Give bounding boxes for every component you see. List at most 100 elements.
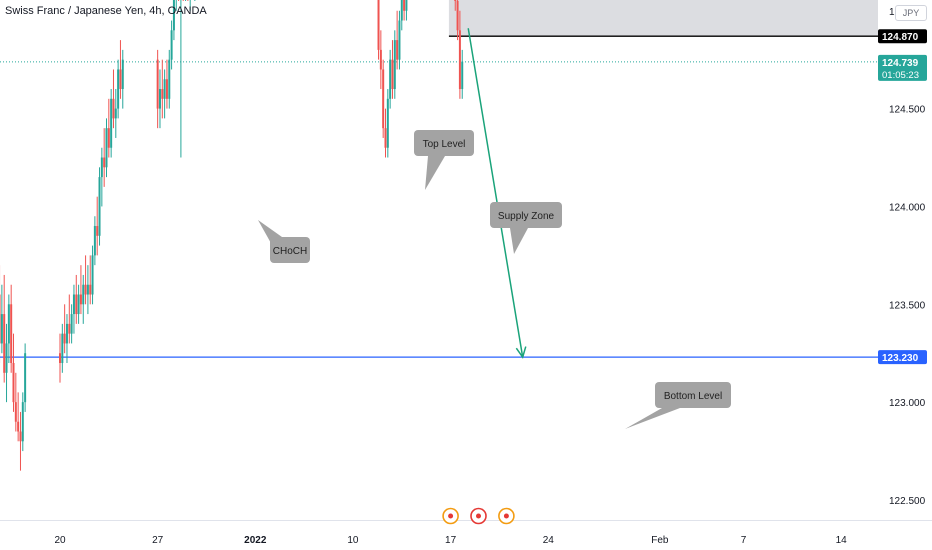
- candle-body: [17, 421, 20, 432]
- candle-body: [82, 284, 85, 305]
- candle-body: [65, 323, 68, 344]
- time-axis-label: 10: [347, 535, 359, 546]
- candle-body: [110, 98, 113, 148]
- candle-body: [61, 333, 64, 364]
- candle-body: [100, 157, 103, 178]
- candle-body: [0, 314, 3, 344]
- candle-body: [393, 40, 396, 90]
- candle-body: [79, 294, 82, 305]
- projection-arrow-head: [515, 346, 527, 359]
- candle-body: [7, 304, 10, 344]
- candle-body: [163, 79, 166, 99]
- price-axis-label: 123.000: [889, 398, 926, 409]
- candle-body: [107, 128, 110, 148]
- candle-body: [377, 0, 380, 50]
- bottom-level-callout-text: Bottom Level: [664, 391, 722, 402]
- supply-zone-callout-text: Supply Zone: [498, 211, 555, 222]
- time-axis-label: 20: [54, 535, 66, 546]
- time-axis-label: Feb: [651, 535, 669, 546]
- time-axis-label: 7: [741, 535, 747, 546]
- candle-body: [103, 157, 106, 168]
- candle-body: [170, 30, 173, 60]
- candle-body: [72, 294, 75, 315]
- candle-body: [77, 294, 80, 315]
- candle-body: [458, 30, 461, 90]
- candle-body: [461, 61, 464, 90]
- candle-body: [156, 59, 159, 109]
- candle-body: [21, 402, 24, 442]
- event-marker-dot: [448, 513, 454, 519]
- candle-body: [59, 353, 61, 364]
- candle-body: [454, 0, 457, 1]
- candle-body: [400, 0, 403, 21]
- bottom-level-callout-box: [655, 382, 731, 408]
- last-price-tag-bg: [878, 54, 927, 81]
- time-axis-label: 27: [152, 535, 164, 546]
- price-axis-label: 123.500: [889, 300, 926, 311]
- candle-body: [86, 284, 89, 295]
- bottom-level-callout: Bottom Level: [625, 382, 731, 429]
- candle-body: [5, 343, 8, 373]
- candle-body: [398, 20, 401, 60]
- candle-body: [19, 431, 22, 442]
- choch-callout-box: [270, 237, 310, 263]
- candle-body: [84, 284, 87, 295]
- currency-badge[interactable]: JPY: [895, 5, 927, 21]
- candle-body: [70, 314, 73, 334]
- price-axis-label: 124.500: [889, 105, 926, 116]
- zone-bottom-tag-label: 124.870: [882, 32, 919, 43]
- candle-body: [403, 0, 406, 11]
- candle-body: [10, 304, 13, 364]
- candle-body: [14, 402, 17, 422]
- time-axis-label: 14: [836, 535, 848, 546]
- projection-arrow-line: [467, 28, 524, 358]
- bottom-level-tag-bg: [878, 350, 927, 365]
- last-price-tag-label: 124.739: [882, 58, 919, 69]
- time-axis-label: 17: [445, 535, 457, 546]
- price-axis-label: 122.500: [889, 496, 926, 507]
- candle-body: [3, 314, 6, 373]
- candle-body: [12, 363, 15, 403]
- candle-body: [93, 226, 96, 256]
- candle-body: [158, 89, 161, 109]
- price-axis-label: 124.000: [889, 202, 926, 213]
- candle-body: [75, 294, 78, 315]
- supply-zone-callout: Supply Zone: [490, 202, 562, 254]
- candle-body: [119, 69, 122, 90]
- candle-body: [121, 59, 124, 90]
- candle-body: [382, 69, 385, 129]
- top-level-callout: Top Level: [414, 130, 474, 190]
- candle-body: [24, 353, 27, 403]
- candle-body: [384, 128, 387, 148]
- candle-body: [391, 59, 394, 90]
- candle-body: [63, 333, 66, 344]
- candle-body: [379, 49, 382, 70]
- bottom-level-tag-label: 123.230: [882, 353, 919, 364]
- last-price-tag-countdown: 01:05:23: [882, 70, 919, 81]
- candle-body: [114, 108, 117, 119]
- bottom-level-callout-pointer: [625, 408, 680, 429]
- supply-zone-rect: [448, 0, 878, 37]
- candle-body: [386, 98, 389, 148]
- zone-bottom-tag-bg: [878, 29, 927, 44]
- candle-body: [165, 79, 168, 99]
- candle-body: [405, 0, 408, 11]
- candle-body: [68, 323, 71, 334]
- top-level-callout-text: Top Level: [423, 139, 466, 150]
- candle-body: [98, 177, 101, 236]
- choch-callout: CHoCH: [258, 220, 310, 263]
- candle-body: [91, 255, 94, 295]
- candle-body: [96, 226, 99, 236]
- choch-callout-text: CHoCH: [273, 246, 307, 257]
- supply-zone-callout-box: [490, 202, 562, 228]
- event-marker-dot: [476, 513, 481, 519]
- candle-body: [168, 59, 171, 99]
- candle-body: [396, 40, 399, 60]
- time-axis-label: 24: [543, 535, 555, 546]
- top-level-callout-pointer: [425, 156, 445, 190]
- candle-body: [112, 98, 115, 119]
- time-axis-label: 2022: [244, 535, 267, 546]
- candle-body: [117, 69, 120, 109]
- chart-title: Swiss Franc / Japanese Yen, 4h, OANDA: [5, 5, 207, 17]
